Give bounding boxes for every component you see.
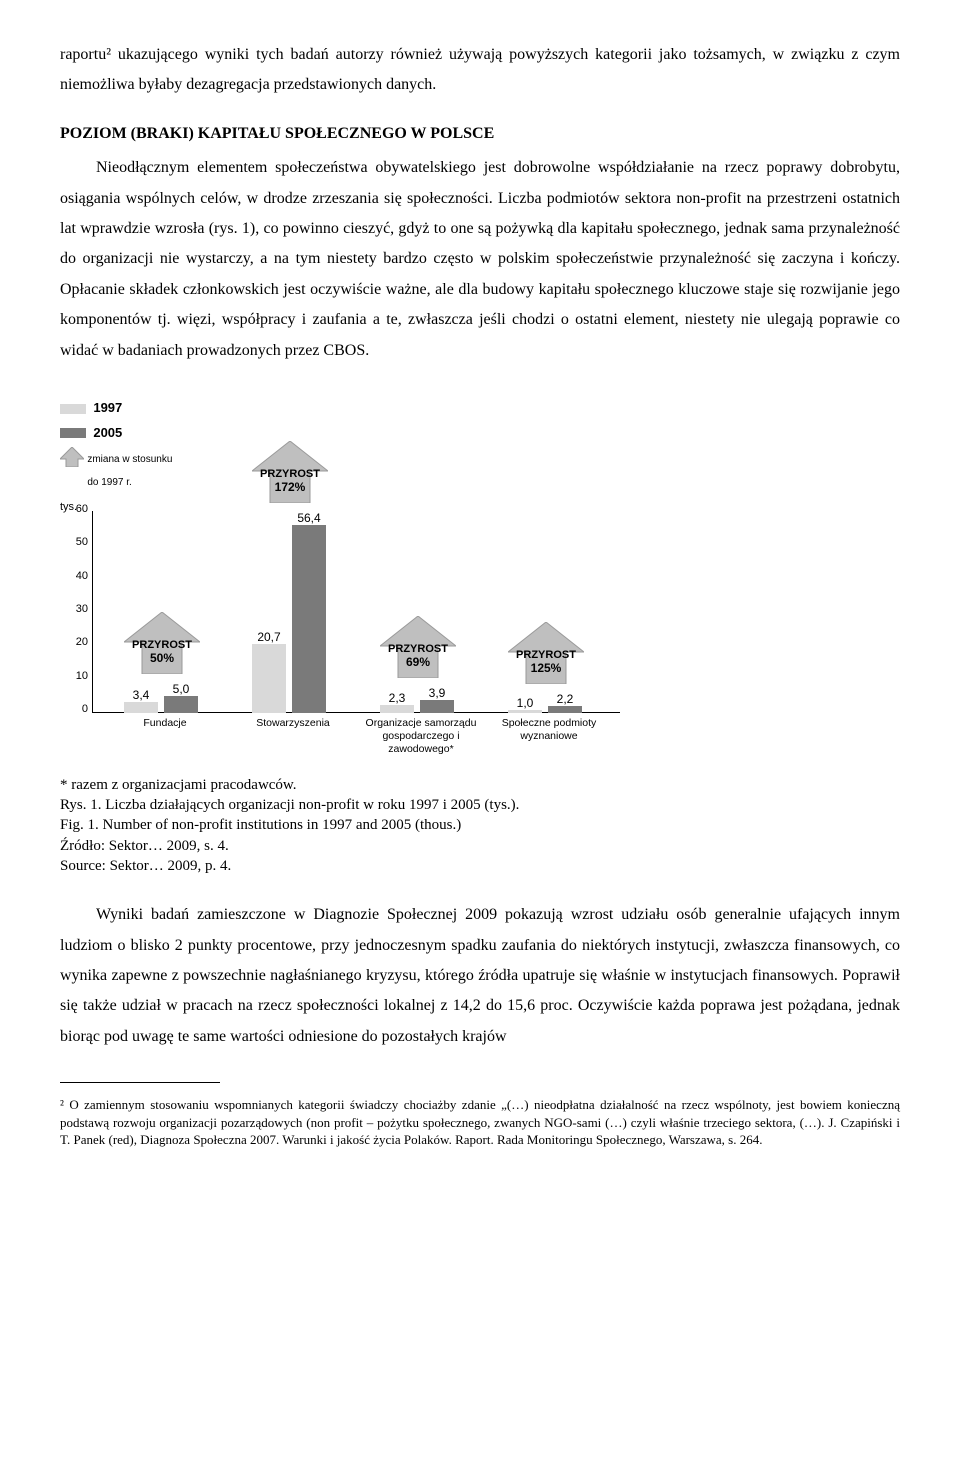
bar-2005: 56,4 xyxy=(292,525,326,713)
svg-text:PRZYROST: PRZYROST xyxy=(132,639,192,651)
y-tick: 50 xyxy=(66,532,88,553)
y-tick: 10 xyxy=(66,666,88,687)
svg-text:PRZYROST: PRZYROST xyxy=(260,468,320,480)
arrow-icon: PRZYROST50% xyxy=(124,612,200,674)
bar-2005: 5,0 xyxy=(164,696,198,713)
caption-note: * razem z organizacjami pracodawców. xyxy=(60,775,900,795)
bar-1997: 3,4 xyxy=(124,702,158,713)
x-category: Organizacje samorządu gospodarczego i za… xyxy=(356,713,486,756)
y-tick: 60 xyxy=(66,499,88,520)
bar-value-1997: 20,7 xyxy=(249,626,289,649)
body-paragraph: Nieodłącznym elementem społeczeństwa oby… xyxy=(60,153,900,366)
svg-text:172%: 172% xyxy=(275,480,306,494)
arrow-icon: PRZYROST69% xyxy=(380,616,456,678)
bar-2005: 2,2 xyxy=(548,706,582,713)
bar-value-2005: 5,0 xyxy=(161,678,201,701)
bar-value-2005: 56,4 xyxy=(289,507,329,530)
x-category: Stowarzyszenia xyxy=(228,713,358,730)
growth-arrow: PRZYROST125% xyxy=(506,622,586,684)
section-heading: POZIOM (BRAKI) KAPITAŁU SPOŁECZNEGO W PO… xyxy=(60,119,900,149)
bar-2005: 3,9 xyxy=(420,700,454,713)
arrow-icon: PRZYROST125% xyxy=(508,622,584,684)
legend-arrow-icon xyxy=(60,447,84,467)
growth-arrow: PRZYROST50% xyxy=(122,612,202,674)
bar-value-1997: 1,0 xyxy=(505,692,545,715)
svg-text:69%: 69% xyxy=(406,655,430,669)
paragraph-after-chart: Wyniki badań zamieszczone w Diagnozie Sp… xyxy=(60,900,900,1052)
caption-fig: Fig. 1. Number of non-profit institution… xyxy=(60,815,900,835)
bar-value-1997: 3,4 xyxy=(121,684,161,707)
y-tick: 30 xyxy=(66,599,88,620)
svg-text:50%: 50% xyxy=(150,651,174,665)
top-paragraph: raportu² ukazującego wyniki tych badań a… xyxy=(60,40,900,101)
svg-text:PRZYROST: PRZYROST xyxy=(388,643,448,655)
svg-text:PRZYROST: PRZYROST xyxy=(516,649,576,661)
legend-1997: 1997 xyxy=(93,400,122,415)
growth-arrow: PRZYROST69% xyxy=(378,616,458,678)
legend-swatch-2005 xyxy=(60,428,86,438)
y-axis-line xyxy=(92,511,93,713)
legend-2005: 2005 xyxy=(93,425,122,440)
footnote-text: ² O zamiennym stosowaniu wspomnianych ka… xyxy=(60,1096,900,1149)
caption-rys: Rys. 1. Liczba działających organizacji … xyxy=(60,795,900,815)
chart-container: 1997 2005 zmiana w stosunku do 1997 r. t… xyxy=(60,396,620,757)
legend-note-2: do 1997 r. xyxy=(87,477,131,488)
bar-value-2005: 3,9 xyxy=(417,682,457,705)
x-category: Społeczne podmioty wyznaniowe xyxy=(484,713,614,743)
bar-value-2005: 2,2 xyxy=(545,688,585,711)
y-tick: 0 xyxy=(66,699,88,720)
caption-source-en: Source: Sektor… 2009, p. 4. xyxy=(60,856,900,876)
arrow-icon: PRZYROST172% xyxy=(252,441,328,503)
growth-arrow: PRZYROST172% xyxy=(250,441,330,503)
bar-1997: 20,7 xyxy=(252,644,286,713)
legend-swatch-1997 xyxy=(60,404,86,414)
figure-caption: * razem z organizacjami pracodawców. Rys… xyxy=(60,775,900,876)
caption-source-pl: Źródło: Sektor… 2009, s. 4. xyxy=(60,836,900,856)
x-category: Fundacje xyxy=(100,713,230,730)
legend-note-1: zmiana w stosunku xyxy=(87,454,172,465)
chart-legend: 1997 2005 zmiana w stosunku do 1997 r. xyxy=(60,396,620,493)
footnote-rule xyxy=(60,1082,220,1083)
y-tick: 20 xyxy=(66,632,88,653)
svg-text:125%: 125% xyxy=(531,661,562,675)
bar-chart: tys. 01020304050603,45,0FundacjePRZYROST… xyxy=(60,497,620,757)
y-tick: 40 xyxy=(66,566,88,587)
bar-value-1997: 2,3 xyxy=(377,687,417,710)
bar-1997: 2,3 xyxy=(380,705,414,713)
